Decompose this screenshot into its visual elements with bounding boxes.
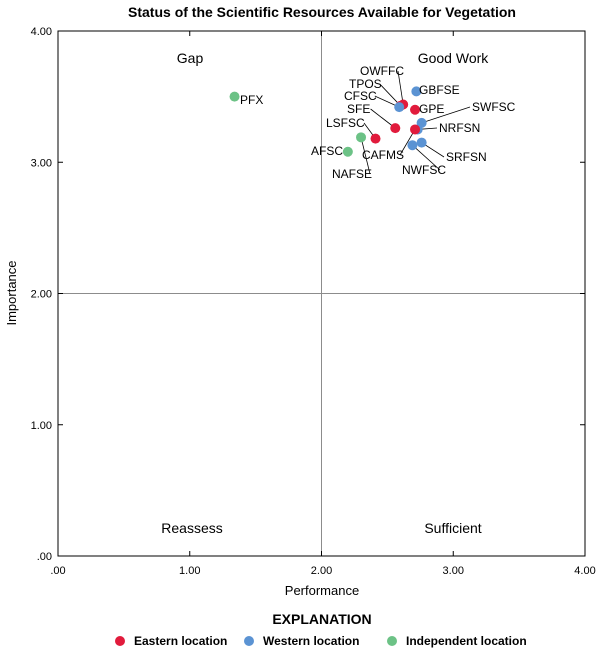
legend-title: EXPLANATION — [272, 611, 371, 627]
x-tick-label: 2.00 — [311, 565, 332, 577]
axis-ticks: .00 .00 1.00 1.00 2.00 2.00 3.00 3.00 4.00 4.00 — [31, 26, 596, 577]
quadrant-label-good-work: Good Work — [418, 50, 490, 66]
point-label-cafms: CAFMS — [362, 148, 404, 162]
point-srfsn — [416, 137, 427, 148]
y-tick-label: 2.00 — [31, 289, 52, 301]
x-tick-label: 1.00 — [179, 565, 200, 577]
point-lsfsc — [370, 133, 381, 144]
point-label-pfx: PFX — [240, 93, 263, 107]
chart-title: Status of the Scientific Resources Avail… — [128, 4, 516, 20]
leader-nafse — [360, 137, 371, 175]
x-tick-label: .00 — [50, 565, 65, 577]
point-afsc — [342, 146, 353, 157]
point-label-owffc: OWFFC — [360, 64, 404, 78]
data-points — [229, 86, 427, 157]
point-gbfse — [411, 86, 422, 97]
point-cafms — [410, 124, 421, 135]
leader-sfe — [370, 108, 396, 129]
point-pfx — [229, 91, 240, 102]
leader-swfsc — [421, 106, 471, 124]
point-nwfsc — [407, 140, 418, 151]
point-label-lsfsc: LSFSC — [326, 116, 365, 130]
point-nafse — [356, 132, 367, 143]
reference-lines — [58, 31, 585, 556]
legend-swatch-eastern — [115, 636, 125, 646]
point-label-swfsc: SWFSC — [472, 100, 516, 114]
point-label-nwfsc: NWFSC — [402, 163, 446, 177]
point-label-tpos: TPOS — [349, 77, 382, 91]
point-label-srfsn: SRFSN — [446, 150, 487, 164]
point-label-gpe: GPE — [419, 102, 444, 116]
point-label-sfe: SFE — [347, 102, 370, 116]
y-axis-label: Importance — [4, 260, 19, 325]
point-sfe — [390, 123, 401, 134]
y-tick-label: 1.00 — [31, 420, 52, 432]
point-label-nrfsn: NRFSN — [439, 121, 480, 135]
x-tick-label: 4.00 — [574, 565, 595, 577]
leader-nwfsc — [412, 144, 441, 171]
point-label-afsc: AFSC — [311, 144, 343, 158]
legend: EXPLANATION Eastern location Western loca… — [115, 611, 527, 648]
point-label-gbfse: GBFSE — [419, 83, 460, 97]
y-tick-label: 4.00 — [31, 26, 52, 38]
legend-label-independent: Independent location — [406, 634, 527, 648]
x-axis-label: Performance — [285, 583, 359, 598]
legend-label-eastern: Eastern location — [134, 634, 227, 648]
x-tick-label: 3.00 — [443, 565, 464, 577]
y-tick-label: 3.00 — [31, 157, 52, 169]
leader-tpos — [379, 83, 401, 107]
y-tick-label: .00 — [37, 551, 52, 563]
quadrant-label-gap: Gap — [177, 50, 204, 66]
quadrant-labels: Gap Good Work Reassess Sufficient — [161, 50, 489, 536]
point-label-nafse: NAFSE — [332, 167, 372, 181]
quadrant-label-sufficient: Sufficient — [424, 520, 481, 536]
point-gpe — [410, 104, 421, 115]
legend-label-western: Western location — [263, 634, 359, 648]
legend-swatch-independent — [387, 636, 397, 646]
quadrant-label-reassess: Reassess — [161, 520, 222, 536]
legend-swatch-western — [244, 636, 254, 646]
point-cfsc — [394, 102, 405, 113]
point-label-cfsc: CFSC — [344, 89, 377, 103]
leader-owffc — [397, 70, 404, 105]
